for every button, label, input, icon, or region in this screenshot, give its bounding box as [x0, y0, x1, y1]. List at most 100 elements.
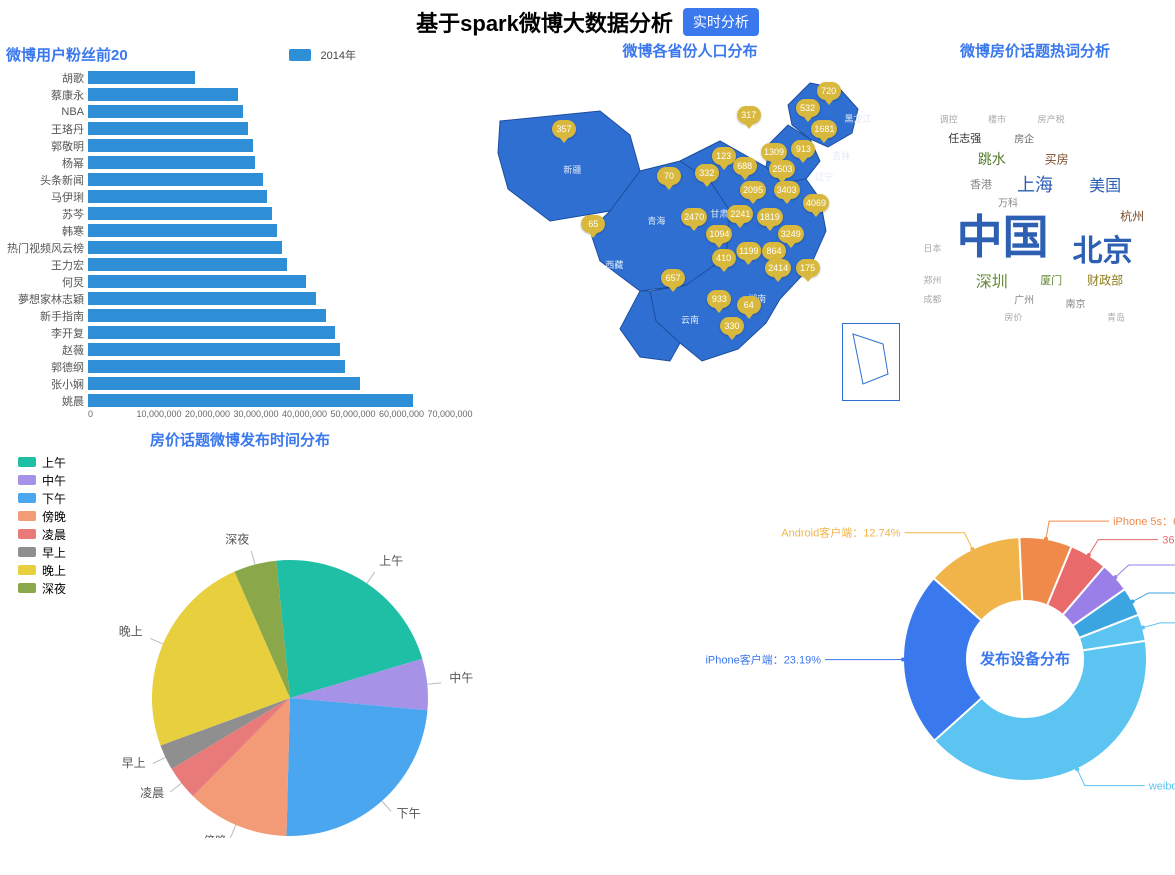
bar-fill [88, 241, 282, 254]
bar-fill [88, 207, 272, 220]
wordcloud-word: 广州 [1014, 291, 1034, 306]
wordcloud-word: 郑州 [923, 274, 941, 287]
bar-legend-label: 2014年 [321, 47, 356, 63]
wordcloud-word: 房价 [1004, 311, 1022, 324]
bar-label: 马伊琍 [0, 189, 88, 205]
wordcloud-title: 微博房价话题热词分析 [900, 40, 1170, 61]
bar-chart-title: 微博用户粉丝前20 [6, 44, 128, 65]
bar-fill [88, 292, 316, 305]
bar-fill [88, 139, 253, 152]
axis-tick: 0 [88, 409, 137, 419]
bar-row: 郭德纲 [0, 358, 476, 375]
legend-item: 中午 [18, 471, 66, 489]
map-inset-box [842, 323, 900, 401]
axis-tick: 60,000,000 [379, 409, 428, 419]
bar-legend-swatch [289, 49, 311, 61]
bar-fill [88, 275, 306, 288]
pie-slice-label: 下午 [396, 806, 420, 820]
donut-svg: weibo.com：40.72%iPhone客户端：23.19%Android客… [495, 469, 1175, 829]
wordcloud-word: 财政部 [1087, 272, 1123, 289]
bar-label: 夢想家林志穎 [0, 291, 88, 307]
axis-tick: 10,000,000 [137, 409, 186, 419]
axis-tick: 20,000,000 [185, 409, 234, 419]
page-title: 基于spark微博大数据分析 [416, 6, 673, 38]
realtime-button[interactable]: 实时分析 [683, 8, 759, 36]
bar-fill [88, 190, 267, 203]
pie-legend: 上午中午下午傍晚凌晨早上晚上深夜 [18, 453, 66, 597]
bar-row: 赵薇 [0, 341, 476, 358]
bar-label: 热门视频风云榜 [0, 240, 88, 256]
bar-fill [88, 88, 238, 101]
province-label: 西藏 [605, 258, 623, 271]
bar-row: 郭敬明 [0, 137, 476, 154]
wordcloud-word: 任志强 [948, 130, 981, 146]
province-label: 辽宁 [815, 170, 833, 183]
province-label: 甘肃 [710, 207, 728, 220]
bar-fill [88, 122, 248, 135]
legend-item: 早上 [18, 543, 66, 561]
bar-fill [88, 377, 360, 390]
bar-row: 夢想家林志穎 [0, 290, 476, 307]
bar-label: 新手指南 [0, 308, 88, 324]
bar-label: 蔡康永 [0, 87, 88, 103]
wordcloud-word: 南京 [1066, 296, 1086, 311]
bar-fill [88, 105, 243, 118]
province-label: 黑龙江 [844, 112, 871, 125]
legend-item: 深夜 [18, 579, 66, 597]
province-label: 新疆 [563, 163, 581, 176]
wordcloud-word: 厦门 [1040, 272, 1062, 288]
province-label: 青海 [647, 214, 665, 227]
wordcloud-word: 成都 [923, 292, 941, 305]
bar-fill [88, 71, 195, 84]
device-donut-chart: weibo.com：40.72%iPhone客户端：23.19%Android客… [480, 429, 1175, 838]
bar-fill [88, 309, 326, 322]
bar-label: 韩寒 [0, 223, 88, 239]
donut-title: 发布设备分布 [979, 650, 1070, 668]
pie-slice-label: 上午 [379, 554, 403, 568]
pie-slice-label: 深夜 [225, 531, 249, 546]
donut-slice-label: iPhone 5s：6.98% [1113, 516, 1175, 528]
bar-row: 新手指南 [0, 307, 476, 324]
bar-row: 韩寒 [0, 222, 476, 239]
bar-label: 苏芩 [0, 206, 88, 222]
bar-fill [88, 360, 345, 373]
bar-fill [88, 156, 255, 169]
wordcloud-word: 跳水 [978, 149, 1006, 169]
bar-label: 何炅 [0, 274, 88, 290]
wordcloud-panel: 微博房价话题热词分析 中国北京上海美国深圳跳水买房任志强房企香港万科杭州财政部厦… [900, 40, 1170, 419]
wordcloud-word: 房产税 [1038, 113, 1065, 126]
bar-label: 姚晨 [0, 393, 88, 409]
pie-title: 房价话题微博发布时间分布 [0, 429, 480, 450]
bar-label: 王力宏 [0, 257, 88, 273]
bar-fill [88, 343, 340, 356]
pie-slice-label: 晚上 [119, 624, 143, 638]
bar-row: 李开复 [0, 324, 476, 341]
wordcloud-word: 中国 [957, 201, 1049, 267]
bar-row: 姚晨 [0, 392, 476, 409]
bar-row: 何炅 [0, 273, 476, 290]
map-title: 微博各省份人口分布 [480, 40, 900, 61]
bar-row: 杨幂 [0, 154, 476, 171]
legend-item: 晚上 [18, 561, 66, 579]
legend-item: 凌晨 [18, 525, 66, 543]
bar-row: 王珞丹 [0, 120, 476, 137]
bar-label: 王珞丹 [0, 121, 88, 137]
bar-fill [88, 224, 277, 237]
bar-row: 热门视频风云榜 [0, 239, 476, 256]
bar-row: 胡歌 [0, 69, 476, 86]
province-label: 云南 [681, 313, 699, 326]
bar-row: 蔡康永 [0, 86, 476, 103]
wordcloud-word: 深圳 [976, 268, 1008, 292]
legend-item: 下午 [18, 489, 66, 507]
pie-svg: 上午中午下午傍晚凌晨早上晚上深夜 [0, 478, 480, 838]
province-label: 湖南 [748, 292, 766, 305]
bar-label: NBA [0, 106, 88, 118]
pie-slice-label: 中午 [449, 670, 473, 685]
bar-fill [88, 258, 287, 271]
bar-label: 郭敬明 [0, 138, 88, 154]
wordcloud-word: 房企 [1014, 130, 1034, 145]
donut-slice-label: 360安全浏览器：5.03% [1162, 533, 1175, 547]
bar-fill [88, 326, 335, 339]
axis-tick: 50,000,000 [331, 409, 380, 419]
wordcloud-word: 美国 [1089, 172, 1121, 196]
